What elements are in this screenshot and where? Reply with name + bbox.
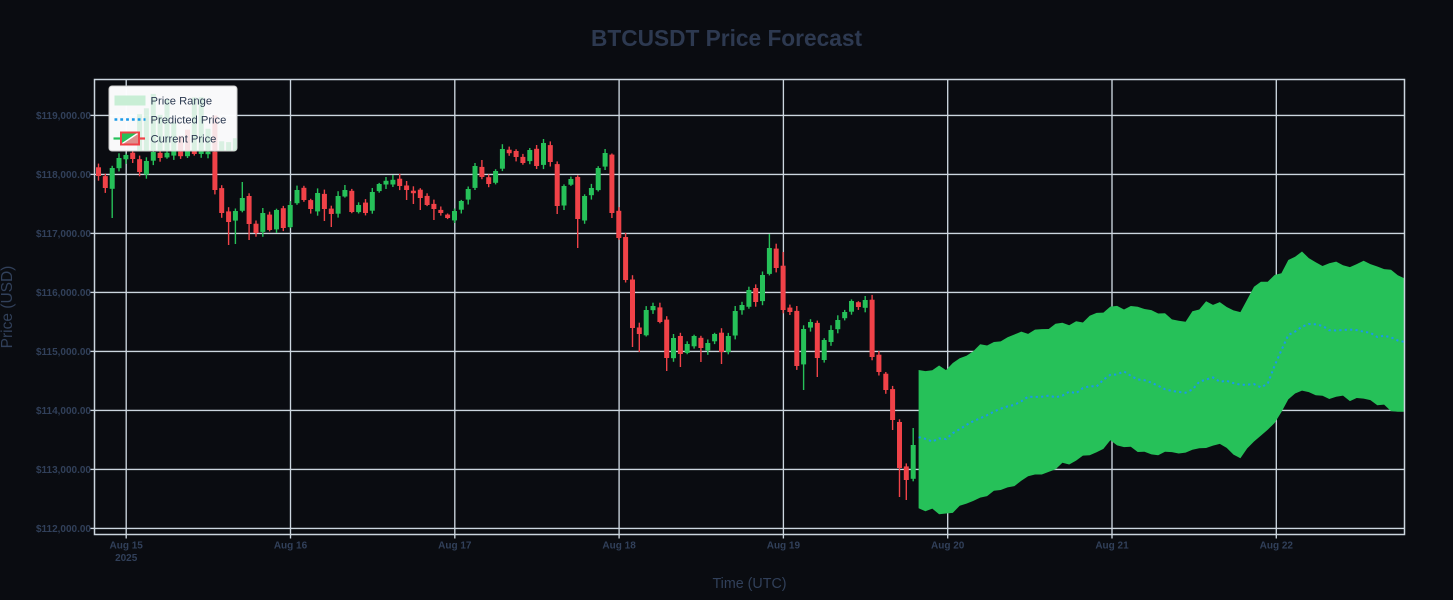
svg-text:Aug 22: Aug 22 xyxy=(1260,541,1294,552)
svg-text:Time (UTC): Time (UTC) xyxy=(712,576,786,592)
svg-text:Aug 19: Aug 19 xyxy=(767,541,801,552)
svg-text:$115,000.00: $115,000.00 xyxy=(36,347,91,358)
svg-text:Predicted Price: Predicted Price xyxy=(151,115,227,127)
svg-text:Aug 17: Aug 17 xyxy=(438,541,472,552)
svg-text:Price Range: Price Range xyxy=(151,96,213,108)
svg-text:$117,000.00: $117,000.00 xyxy=(36,229,91,240)
svg-text:2025: 2025 xyxy=(115,553,138,564)
svg-text:$116,000.00: $116,000.00 xyxy=(36,288,91,299)
svg-text:Price (USD): Price (USD) xyxy=(0,266,16,349)
svg-text:$113,000.00: $113,000.00 xyxy=(36,465,91,476)
svg-text:Aug 20: Aug 20 xyxy=(931,541,965,552)
svg-text:$114,000.00: $114,000.00 xyxy=(36,406,91,417)
svg-text:$118,000.00: $118,000.00 xyxy=(36,170,91,181)
svg-text:Aug 15: Aug 15 xyxy=(110,541,144,552)
svg-text:BTCUSDT Price Forecast: BTCUSDT Price Forecast xyxy=(591,25,863,51)
svg-text:Aug 18: Aug 18 xyxy=(602,541,636,552)
svg-text:Aug 16: Aug 16 xyxy=(274,541,308,552)
svg-text:Current Price: Current Price xyxy=(151,134,217,146)
svg-text:Aug 21: Aug 21 xyxy=(1095,541,1129,552)
svg-text:$112,000.00: $112,000.00 xyxy=(36,524,91,535)
svg-text:$119,000.00: $119,000.00 xyxy=(36,111,91,122)
